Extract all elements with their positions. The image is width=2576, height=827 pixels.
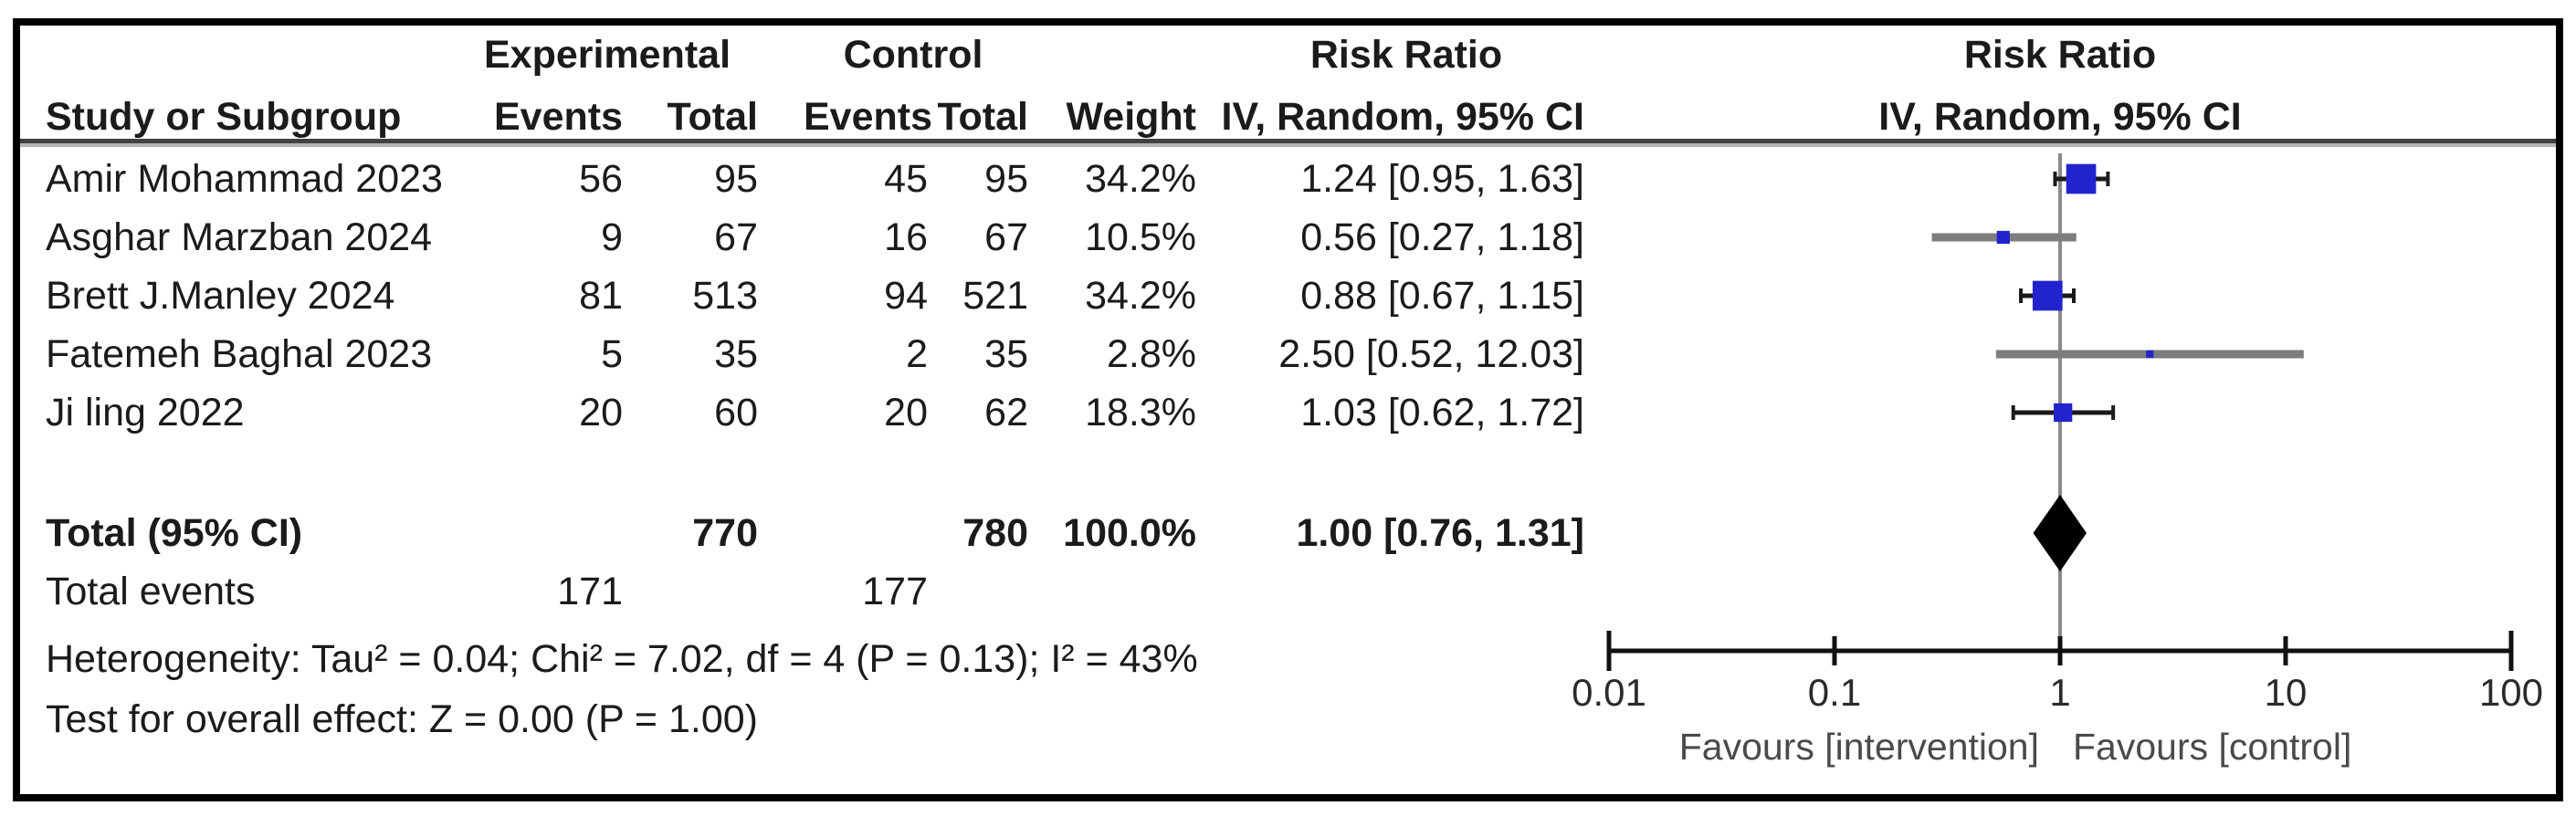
ctrl-events-value: 16 — [884, 215, 928, 259]
weight-value: 18.3% — [1085, 391, 1196, 434]
exp-events-value: 20 — [579, 391, 623, 434]
header-risk-ratio-text: Risk Ratio — [1309, 33, 1503, 77]
rr-ci-value: 1.24 [0.95, 1.63] — [1300, 157, 1584, 201]
table-row: Amir Mohammad 2023 56 95 45 95 34.2% 1.2… — [0, 150, 2576, 208]
exp-events-value: 9 — [601, 215, 623, 259]
weight-value: 2.8% — [1106, 332, 1196, 376]
total-events-exp: 171 — [557, 570, 623, 613]
total-weight: 100.0% — [1063, 511, 1196, 555]
rr-ci-value: 0.88 [0.67, 1.15] — [1300, 274, 1584, 318]
header-separator-light — [20, 143, 2556, 147]
study-label: Ji ling 2022 — [46, 391, 245, 434]
exp-total-value: 95 — [714, 157, 758, 201]
overall-effect-note: Test for overall effect: Z = 0.00 (P = 1… — [46, 697, 758, 741]
exp-total-value: 513 — [692, 274, 758, 318]
col-header-method-ci: IV, Random, 95% CI — [1221, 95, 1584, 139]
col-header-ctrl-events: Events — [804, 95, 933, 139]
column-header-row: Study or Subgroup Events Total Events To… — [0, 88, 2576, 146]
exp-total-value: 35 — [714, 332, 758, 376]
table-row: Asghar Marzban 2024 9 67 16 67 10.5% 0.5… — [0, 208, 2576, 267]
header-separator-dark — [20, 139, 2556, 143]
header-experimental: Experimental — [483, 33, 731, 77]
total-row: Total (95% CI) 770 780 100.0% 1.00 [0.76… — [0, 504, 2576, 562]
exp-events-value: 81 — [579, 274, 623, 318]
study-label: Amir Mohammad 2023 — [46, 157, 443, 201]
figure-frame — [13, 18, 2563, 801]
ctrl-events-value: 2 — [906, 332, 928, 376]
exp-events-value: 56 — [579, 157, 623, 201]
rr-ci-value: 1.03 [0.62, 1.72] — [1300, 391, 1584, 434]
table-row: Ji ling 2022 20 60 20 62 18.3% 1.03 [0.6… — [0, 383, 2576, 442]
exp-events-value: 5 — [601, 332, 623, 376]
col-header-exp-events: Events — [493, 95, 623, 139]
exp-total-value: 60 — [714, 391, 758, 434]
ctrl-total-value: 67 — [984, 215, 1028, 259]
col-header-weight: Weight — [1066, 95, 1196, 139]
total-ctrl-total: 780 — [962, 511, 1028, 555]
ctrl-events-value: 94 — [884, 274, 928, 318]
total-events-ctrl: 177 — [862, 570, 928, 613]
study-label: Brett J.Manley 2024 — [46, 274, 395, 318]
col-header-ctrl-total: Total — [937, 95, 1028, 139]
header-risk-ratio-plot: Risk Ratio — [1963, 33, 2157, 77]
table-row: Fatemeh Baghal 2023 5 35 2 35 2.8% 2.50 … — [0, 325, 2576, 383]
ctrl-events-value: 20 — [884, 391, 928, 434]
study-label: Fatemeh Baghal 2023 — [46, 332, 433, 376]
ctrl-events-value: 45 — [884, 157, 928, 201]
total-label: Total (95% CI) — [46, 511, 303, 555]
rr-ci-value: 0.56 [0.27, 1.18] — [1300, 215, 1584, 259]
ctrl-total-value: 62 — [984, 391, 1028, 434]
heterogeneity-note: Heterogeneity: Tau² = 0.04; Chi² = 7.02,… — [46, 637, 1198, 681]
table-row: Brett J.Manley 2024 81 513 94 521 34.2% … — [0, 267, 2576, 325]
ctrl-total-value: 521 — [962, 274, 1028, 318]
exp-total-value: 67 — [714, 215, 758, 259]
ctrl-total-value: 35 — [984, 332, 1028, 376]
weight-value: 10.5% — [1085, 215, 1196, 259]
rr-ci-value: 2.50 [0.52, 12.03] — [1278, 332, 1584, 376]
col-header-exp-total: Total — [667, 95, 758, 139]
ctrl-total-value: 95 — [984, 157, 1028, 201]
total-events-row: Total events 171 177 — [0, 562, 2576, 621]
col-header-study: Study or Subgroup — [46, 95, 402, 139]
total-events-label: Total events — [46, 570, 256, 613]
weight-value: 34.2% — [1085, 274, 1196, 318]
weight-value: 34.2% — [1085, 157, 1196, 201]
col-header-method-ci-plot: IV, Random, 95% CI — [1878, 95, 2242, 139]
study-label: Asghar Marzban 2024 — [46, 215, 433, 259]
total-exp-total: 770 — [692, 511, 758, 555]
group-header-row: Experimental Control Risk Ratio Risk Rat… — [0, 26, 2576, 84]
total-rr-ci: 1.00 [0.76, 1.31] — [1296, 511, 1584, 555]
header-control: Control — [843, 33, 983, 77]
